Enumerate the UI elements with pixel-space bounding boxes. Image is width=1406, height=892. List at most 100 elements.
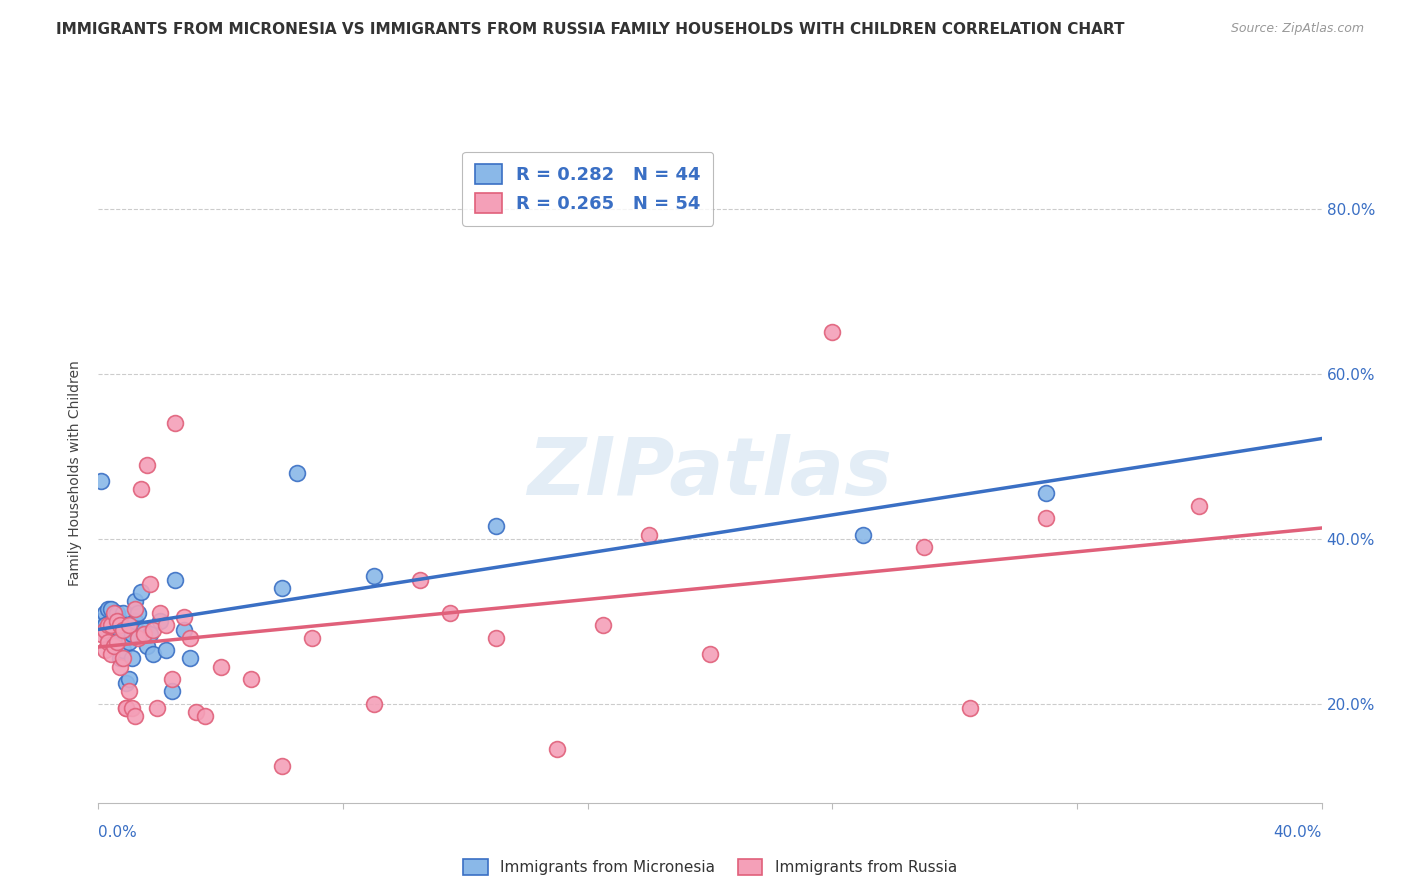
Point (179, 631, 201, 645)
Legend: Immigrants from Micronesia, Immigrants from Russia: Immigrants from Micronesia, Immigrants f… (457, 853, 963, 881)
Point (118, 684, 141, 698)
Point (118, 618, 141, 632)
Point (115, 676, 138, 690)
Point (142, 648, 165, 662)
Point (546, 742, 568, 756)
Point (270, 758, 292, 772)
Point (121, 701, 143, 715)
Point (100, 618, 122, 632)
Point (160, 684, 183, 698)
Point (439, 606, 461, 620)
Point (103, 635, 125, 649)
Point (149, 606, 172, 620)
Point (97, 602, 120, 616)
Point (111, 623, 134, 637)
Text: Source: ZipAtlas.com: Source: ZipAtlas.com (1230, 22, 1364, 36)
Point (124, 593, 146, 607)
Point (139, 577, 162, 591)
Point (111, 651, 134, 665)
Point (485, 519, 508, 533)
Point (139, 626, 162, 640)
Point (155, 643, 177, 657)
Point (108, 623, 131, 637)
Point (100, 626, 122, 640)
Point (115, 701, 138, 715)
Point (959, 701, 981, 715)
Point (240, 672, 263, 686)
Point (134, 623, 156, 637)
Point (285, 466, 308, 480)
Text: 40.0%: 40.0% (1274, 825, 1322, 840)
Point (111, 606, 134, 620)
Point (1188, 499, 1211, 513)
Point (97, 631, 120, 645)
Point (485, 631, 508, 645)
Point (163, 573, 186, 587)
Text: ZIPatlas: ZIPatlas (527, 434, 893, 512)
Text: 0.0%: 0.0% (98, 825, 138, 840)
Point (408, 573, 430, 587)
Point (134, 626, 156, 640)
Point (145, 701, 167, 715)
Point (363, 697, 385, 711)
Point (637, 527, 661, 541)
Point (93, 618, 115, 632)
Point (142, 623, 165, 637)
Point (912, 540, 935, 554)
Point (160, 672, 183, 686)
Point (118, 635, 141, 649)
Point (93, 623, 115, 637)
Point (124, 709, 146, 723)
Point (270, 582, 292, 596)
Point (179, 651, 201, 665)
Point (90, 615, 112, 629)
Point (115, 701, 138, 715)
Point (108, 615, 131, 629)
Point (136, 639, 159, 653)
Point (105, 635, 128, 649)
Point (129, 585, 152, 599)
Point (118, 672, 141, 686)
Point (155, 618, 177, 632)
Point (105, 615, 128, 629)
Point (121, 626, 143, 640)
Point (186, 705, 208, 719)
Point (111, 643, 134, 657)
Point (90, 626, 112, 640)
Point (1035, 511, 1057, 525)
Point (105, 623, 128, 637)
Point (105, 606, 128, 620)
Point (103, 639, 125, 653)
Point (97, 635, 120, 649)
Point (124, 602, 146, 616)
Point (194, 709, 217, 723)
Point (129, 483, 152, 497)
Point (127, 606, 149, 620)
Point (127, 631, 149, 645)
Point (93, 643, 115, 657)
Point (852, 527, 875, 541)
Point (592, 618, 614, 632)
Point (209, 659, 232, 673)
Point (90, 474, 112, 488)
Point (163, 417, 186, 431)
Point (173, 610, 195, 624)
Point (301, 631, 323, 645)
Point (699, 648, 721, 662)
Point (136, 458, 159, 472)
Point (1035, 486, 1057, 500)
Point (173, 623, 195, 637)
Text: IMMIGRANTS FROM MICRONESIA VS IMMIGRANTS FROM RUSSIA FAMILY HOUSEHOLDS WITH CHIL: IMMIGRANTS FROM MICRONESIA VS IMMIGRANTS… (56, 22, 1125, 37)
Point (115, 618, 138, 632)
Y-axis label: Family Households with Children: Family Households with Children (69, 359, 83, 586)
Point (821, 326, 844, 340)
Point (149, 615, 172, 629)
Point (103, 606, 125, 620)
Point (100, 602, 122, 616)
Point (100, 648, 122, 662)
Point (93, 606, 115, 620)
Point (124, 615, 146, 629)
Point (363, 569, 385, 583)
Point (103, 623, 125, 637)
Point (108, 651, 131, 665)
